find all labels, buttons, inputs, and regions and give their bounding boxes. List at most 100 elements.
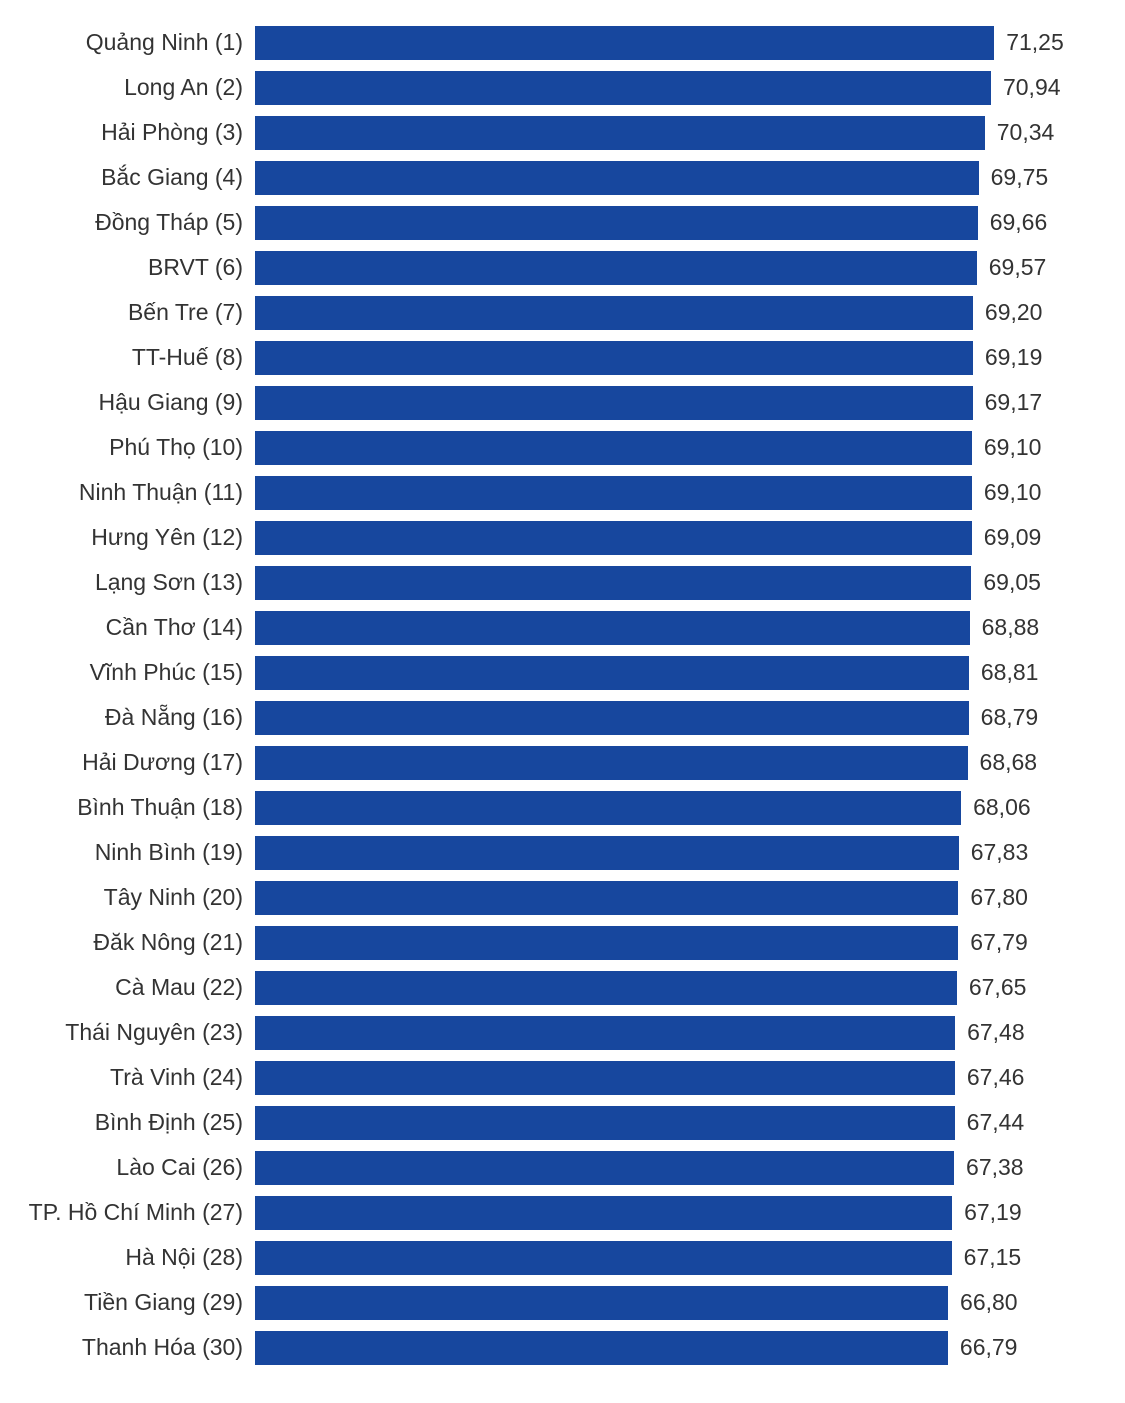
bar-label: Tây Ninh (20) — [0, 884, 255, 911]
bar-value: 70,34 — [985, 119, 1055, 146]
bar-value: 67,48 — [955, 1019, 1025, 1046]
bar-row: Cà Mau (22) 67,65 — [0, 965, 1095, 1010]
bar-row: Long An (2)70,94 — [0, 65, 1095, 110]
bar-area: 67,79 — [255, 926, 1095, 960]
bar — [255, 701, 969, 735]
bar-row: Lào Cai (26) 67,38 — [0, 1145, 1095, 1190]
bar-label: Ninh Thuận (11) — [0, 479, 255, 506]
bar-area: 69,17 — [255, 386, 1095, 420]
bar-label: Hải Dương (17) — [0, 749, 255, 776]
bar-area: 68,88 — [255, 611, 1095, 645]
bar-row: Hậu Giang (9)69,17 — [0, 380, 1095, 425]
bar-area: 69,20 — [255, 296, 1095, 330]
bar — [255, 746, 968, 780]
bar — [255, 296, 973, 330]
bar-area: 71,25 — [255, 26, 1095, 60]
bar-label: Hà Nội (28) — [0, 1244, 255, 1271]
bar-label: Bến Tre (7) — [0, 299, 255, 326]
bar-row: TP. Hồ Chí Minh (27)67,19 — [0, 1190, 1095, 1235]
bar-value: 69,17 — [973, 389, 1043, 416]
bar — [255, 1016, 955, 1050]
bar — [255, 1241, 952, 1275]
bar-value: 69,57 — [977, 254, 1047, 281]
bar — [255, 521, 972, 555]
bar-value: 68,88 — [970, 614, 1040, 641]
bar-area: 67,83 — [255, 836, 1095, 870]
bar-label: BRVT (6) — [0, 254, 255, 281]
bar-label: Lạng Sơn (13) — [0, 569, 255, 596]
bar-value: 67,15 — [952, 1244, 1022, 1271]
bar — [255, 476, 972, 510]
bar-area: 67,46 — [255, 1061, 1095, 1095]
bar-value: 69,75 — [979, 164, 1049, 191]
bar-value: 69,10 — [972, 434, 1042, 461]
bar-row: Ninh Thuận (11) 69,10 — [0, 470, 1095, 515]
bar — [255, 1061, 955, 1095]
bar-area: 66,79 — [255, 1331, 1095, 1365]
bar-value: 69,09 — [972, 524, 1042, 551]
bar-row: Hải Dương (17) 68,68 — [0, 740, 1095, 785]
bar — [255, 341, 973, 375]
bar-row: Hà Nội (28) 67,15 — [0, 1235, 1095, 1280]
bar-value: 67,38 — [954, 1154, 1024, 1181]
bar-area: 67,15 — [255, 1241, 1095, 1275]
bar-value: 67,79 — [958, 929, 1028, 956]
bar-label: Cà Mau (22) — [0, 974, 255, 1001]
bar-area: 69,75 — [255, 161, 1095, 195]
bar-area: 69,19 — [255, 341, 1095, 375]
bar-row: Cần Thơ (14) 68,88 — [0, 605, 1095, 650]
bar — [255, 386, 973, 420]
bar-value: 69,20 — [973, 299, 1043, 326]
ranking-bar-chart: Quảng Ninh (1)71,25Long An (2)70,94Hải P… — [0, 0, 1125, 1390]
bar-label: Hải Phòng (3) — [0, 119, 255, 146]
bar-row: Bắc Giang (4)69,75 — [0, 155, 1095, 200]
bar-row: Tiền Giang (29)66,80 — [0, 1280, 1095, 1325]
bar-value: 67,65 — [957, 974, 1027, 1001]
bar — [255, 656, 969, 690]
bar-value: 69,19 — [973, 344, 1043, 371]
bar-area: 67,65 — [255, 971, 1095, 1005]
bar-row: Tây Ninh (20) 67,80 — [0, 875, 1095, 920]
bar-area: 66,80 — [255, 1286, 1095, 1320]
bar — [255, 251, 977, 285]
bar-label: TT-Huế (8) — [0, 344, 255, 371]
bar-value: 67,83 — [959, 839, 1029, 866]
bar-row: Bến Tre (7) 69,20 — [0, 290, 1095, 335]
bar — [255, 971, 957, 1005]
bar-label: Cần Thơ (14) — [0, 614, 255, 641]
bar-value: 68,81 — [969, 659, 1039, 686]
bar-row: Vĩnh Phúc (15)68,81 — [0, 650, 1095, 695]
bar — [255, 791, 961, 825]
bar — [255, 836, 959, 870]
bar-row: Đăk Nông (21)67,79 — [0, 920, 1095, 965]
bar-value: 68,06 — [961, 794, 1031, 821]
bar-row: Quảng Ninh (1)71,25 — [0, 20, 1095, 65]
bar-value: 67,80 — [958, 884, 1028, 911]
bar — [255, 71, 991, 105]
bar-label: Quảng Ninh (1) — [0, 29, 255, 56]
bar-label: Long An (2) — [0, 74, 255, 101]
bar-value: 67,46 — [955, 1064, 1025, 1091]
bar-row: Lạng Sơn (13)69,05 — [0, 560, 1095, 605]
bar — [255, 1196, 952, 1230]
bar-area: 69,10 — [255, 431, 1095, 465]
bar-label: Ninh Bình (19) — [0, 839, 255, 866]
bar-row: Đà Nẵng (16)68,79 — [0, 695, 1095, 740]
bar-label: Trà Vinh (24) — [0, 1064, 255, 1091]
bar-value: 68,68 — [968, 749, 1038, 776]
bar-area: 70,94 — [255, 71, 1095, 105]
bar-label: Lào Cai (26) — [0, 1154, 255, 1181]
bar-row: BRVT (6) 69,57 — [0, 245, 1095, 290]
bar — [255, 566, 971, 600]
bar — [255, 206, 978, 240]
bar — [255, 116, 985, 150]
bar — [255, 431, 972, 465]
bar-value: 69,10 — [972, 479, 1042, 506]
bar-area: 67,80 — [255, 881, 1095, 915]
bar-label: Tiền Giang (29) — [0, 1289, 255, 1316]
bar-label: Thanh Hóa (30) — [0, 1334, 255, 1361]
bar-row: Trà Vinh (24) 67,46 — [0, 1055, 1095, 1100]
bar-row: Bình Thuận (18)68,06 — [0, 785, 1095, 830]
bar-row: TT-Huế (8) 69,19 — [0, 335, 1095, 380]
bar-area: 69,05 — [255, 566, 1095, 600]
